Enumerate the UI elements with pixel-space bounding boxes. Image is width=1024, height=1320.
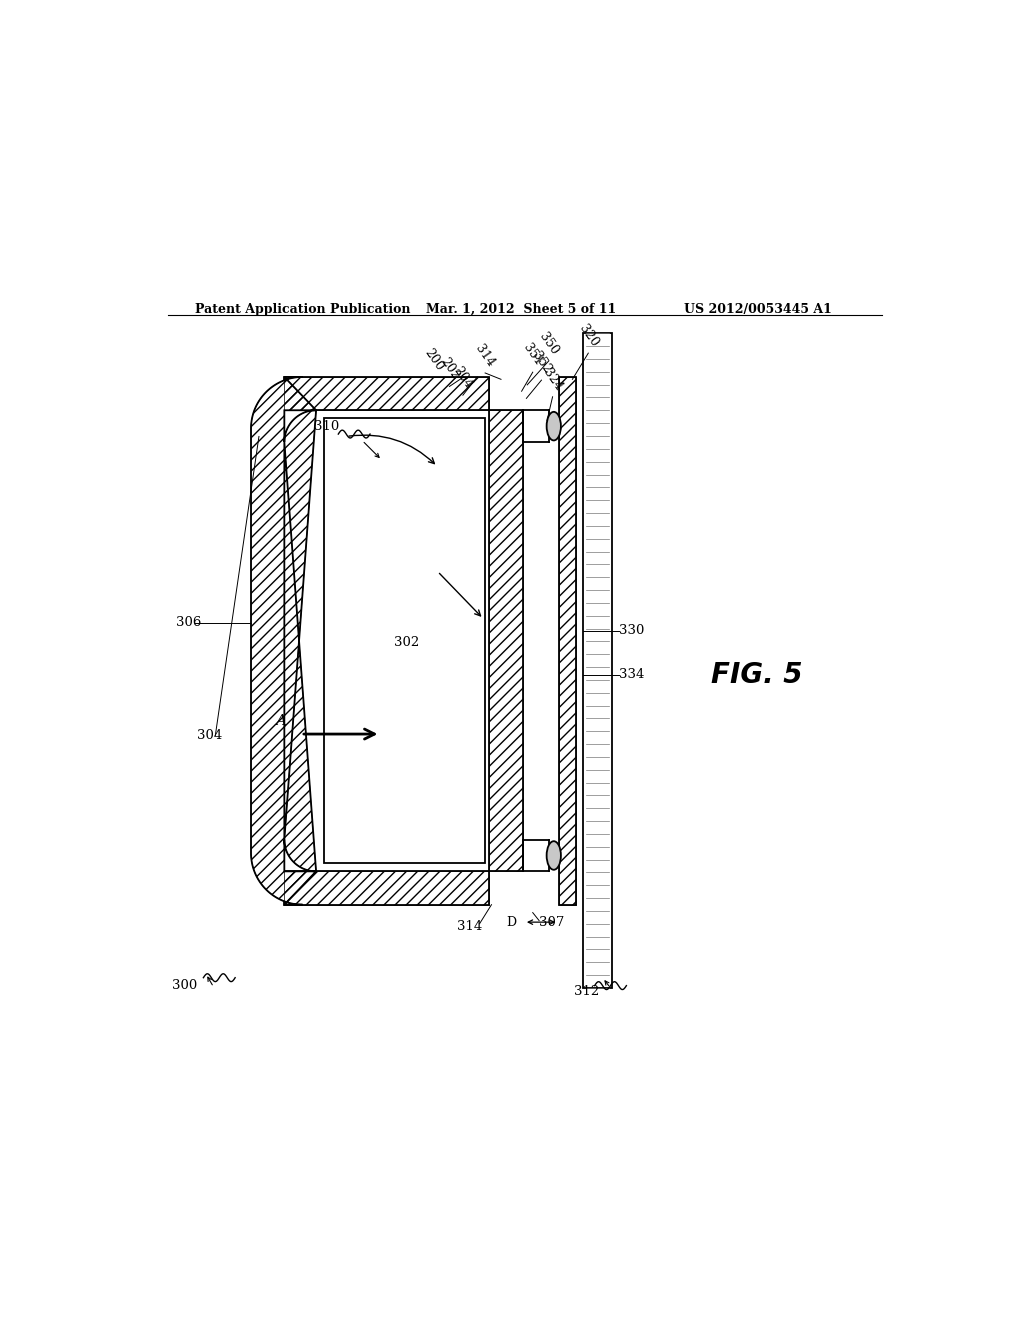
- Text: 204: 204: [451, 364, 475, 391]
- Bar: [489, 411, 523, 871]
- Bar: [559, 378, 577, 904]
- Ellipse shape: [547, 412, 561, 441]
- Bar: [285, 378, 489, 411]
- Bar: [583, 333, 612, 987]
- Text: 300: 300: [172, 979, 197, 993]
- Text: 306: 306: [176, 616, 201, 630]
- Text: US 2012/0053445 A1: US 2012/0053445 A1: [684, 304, 831, 315]
- Bar: [559, 378, 577, 904]
- Ellipse shape: [547, 841, 561, 870]
- Text: 320: 320: [577, 322, 600, 350]
- Text: 330: 330: [620, 624, 645, 638]
- Text: 202: 202: [437, 355, 462, 383]
- Text: 324: 324: [541, 366, 565, 393]
- Text: FIG. 5: FIG. 5: [712, 660, 803, 689]
- Text: A: A: [274, 714, 286, 727]
- Text: 307: 307: [539, 916, 564, 929]
- Text: 350: 350: [537, 330, 561, 358]
- Text: 314: 314: [473, 342, 498, 370]
- Polygon shape: [251, 378, 316, 904]
- Text: D: D: [507, 916, 517, 929]
- Bar: [285, 871, 489, 904]
- Text: 304: 304: [197, 729, 222, 742]
- Text: 334: 334: [620, 668, 645, 681]
- Text: 312: 312: [574, 986, 599, 998]
- Text: 351: 351: [520, 341, 545, 368]
- Text: 200: 200: [421, 346, 445, 374]
- Text: 352: 352: [529, 350, 554, 376]
- Bar: [285, 378, 489, 411]
- Text: Mar. 1, 2012  Sheet 5 of 11: Mar. 1, 2012 Sheet 5 of 11: [426, 304, 615, 315]
- Text: 302: 302: [394, 636, 419, 649]
- Bar: [489, 411, 523, 871]
- Text: Patent Application Publication: Patent Application Publication: [196, 304, 411, 315]
- Text: 310: 310: [314, 420, 340, 433]
- Bar: [285, 871, 489, 904]
- Bar: [324, 418, 485, 863]
- Text: 314: 314: [458, 920, 482, 933]
